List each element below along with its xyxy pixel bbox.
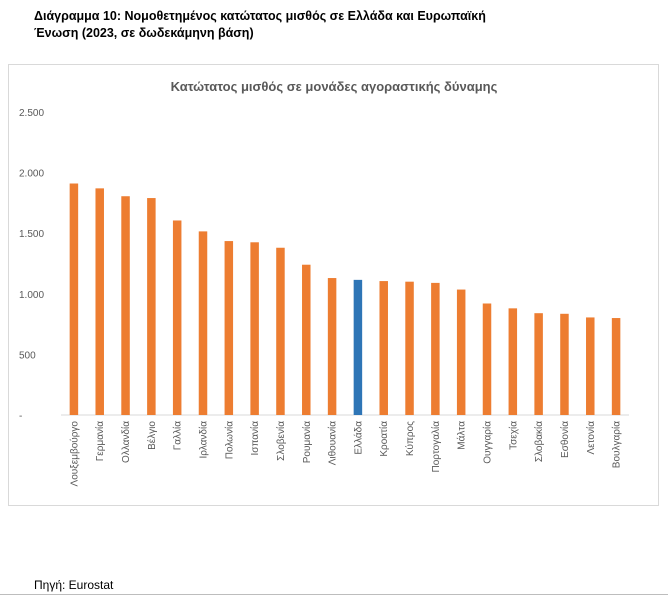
x-tick-label: Σλοβενία [275, 421, 287, 461]
bar-15 [456, 289, 466, 415]
bar-1 [95, 188, 104, 415]
x-tick-label: Μάλτα [456, 421, 468, 450]
x-tick-label: Ολλανδία [120, 421, 132, 463]
bar-8 [276, 247, 285, 415]
page-title: Διάγραμμα 10: Νομοθετημένος κατώτατος μι… [34, 8, 634, 42]
bar-6 [224, 241, 234, 415]
bar-9 [302, 264, 311, 415]
x-tick-label: Σλοβακία [533, 421, 545, 462]
x-tick-label: Βουλγαρία [611, 421, 623, 468]
y-tick-label: - [19, 411, 22, 422]
x-tick-label: Λουξεμβούργο [68, 421, 80, 487]
x-tick-label: Ουγγαρία [482, 421, 494, 464]
x-tick-label: Γερμανία [94, 421, 106, 461]
bar-3 [147, 198, 156, 415]
bar-2 [121, 196, 130, 415]
bar-chart: Κατώτατος μισθός σε μονάδες αγοραστικής … [19, 79, 629, 487]
x-tick-label: Ιρλανδία [198, 421, 210, 459]
x-tick-label: Κροατία [378, 421, 390, 457]
bar-10 [327, 278, 337, 415]
x-axis-labels: Λουξεμβούργο Γερμανία Ολλανδία Βέλγιο Γαλλία… [68, 421, 622, 487]
bar-19 [560, 313, 569, 415]
x-tick-label: Πολωνία [223, 421, 235, 459]
bar-7 [250, 242, 259, 415]
chart-frame: Κατώτατος μισθός σε μονάδες αγοραστικής … [8, 64, 659, 506]
y-tick-label: 2.000 [19, 169, 44, 180]
y-axis: - 500 1.000 1.500 2.000 2.500 [19, 108, 44, 422]
bar-17 [508, 308, 518, 415]
x-tick-label: Γαλλία [172, 421, 184, 451]
x-tick-label: Πορτογαλία [430, 421, 442, 473]
y-tick-label: 2.500 [19, 108, 44, 119]
bar-12 [379, 281, 388, 415]
bar-11 [353, 279, 363, 415]
x-tick-label: Λετονία [585, 421, 597, 455]
x-tick-label: Ισπανία [249, 421, 261, 456]
x-tick-label: Κύπρος [404, 421, 416, 456]
chart-title: Κατώτατος μισθός σε μονάδες αγοραστικής … [171, 79, 498, 94]
bar-20 [586, 317, 595, 415]
bar-4 [172, 220, 182, 415]
y-tick-label: 1.500 [19, 229, 44, 240]
bar-5 [198, 231, 208, 415]
bar-21 [611, 318, 621, 415]
x-tick-label: Εσθονία [559, 421, 571, 458]
x-tick-label: Ελλάδα [352, 421, 364, 455]
page-title-line-1: Διάγραμμα 10: Νομοθετημένος κατώτατος μι… [34, 9, 486, 23]
x-tick-label: Λιθουανία [327, 421, 339, 465]
bar-0 [69, 183, 79, 415]
y-tick-label: 1.000 [19, 290, 44, 301]
x-tick-label: Βέλγιο [146, 421, 158, 450]
x-tick-label: Ρουμανία [301, 421, 313, 463]
bar-14 [431, 282, 440, 415]
bar-18 [534, 313, 543, 415]
bottom-divider [0, 594, 668, 595]
bar-16 [482, 303, 492, 415]
y-tick-label: 500 [19, 350, 36, 361]
bars [69, 183, 621, 415]
page-title-line-2: Ένωση (2023, σε δωδεκάμηνη βάση) [34, 26, 254, 40]
source-note: Πηγή: Eurostat [34, 578, 114, 592]
x-tick-label: Τσεχία [507, 421, 519, 450]
bar-13 [405, 281, 414, 415]
